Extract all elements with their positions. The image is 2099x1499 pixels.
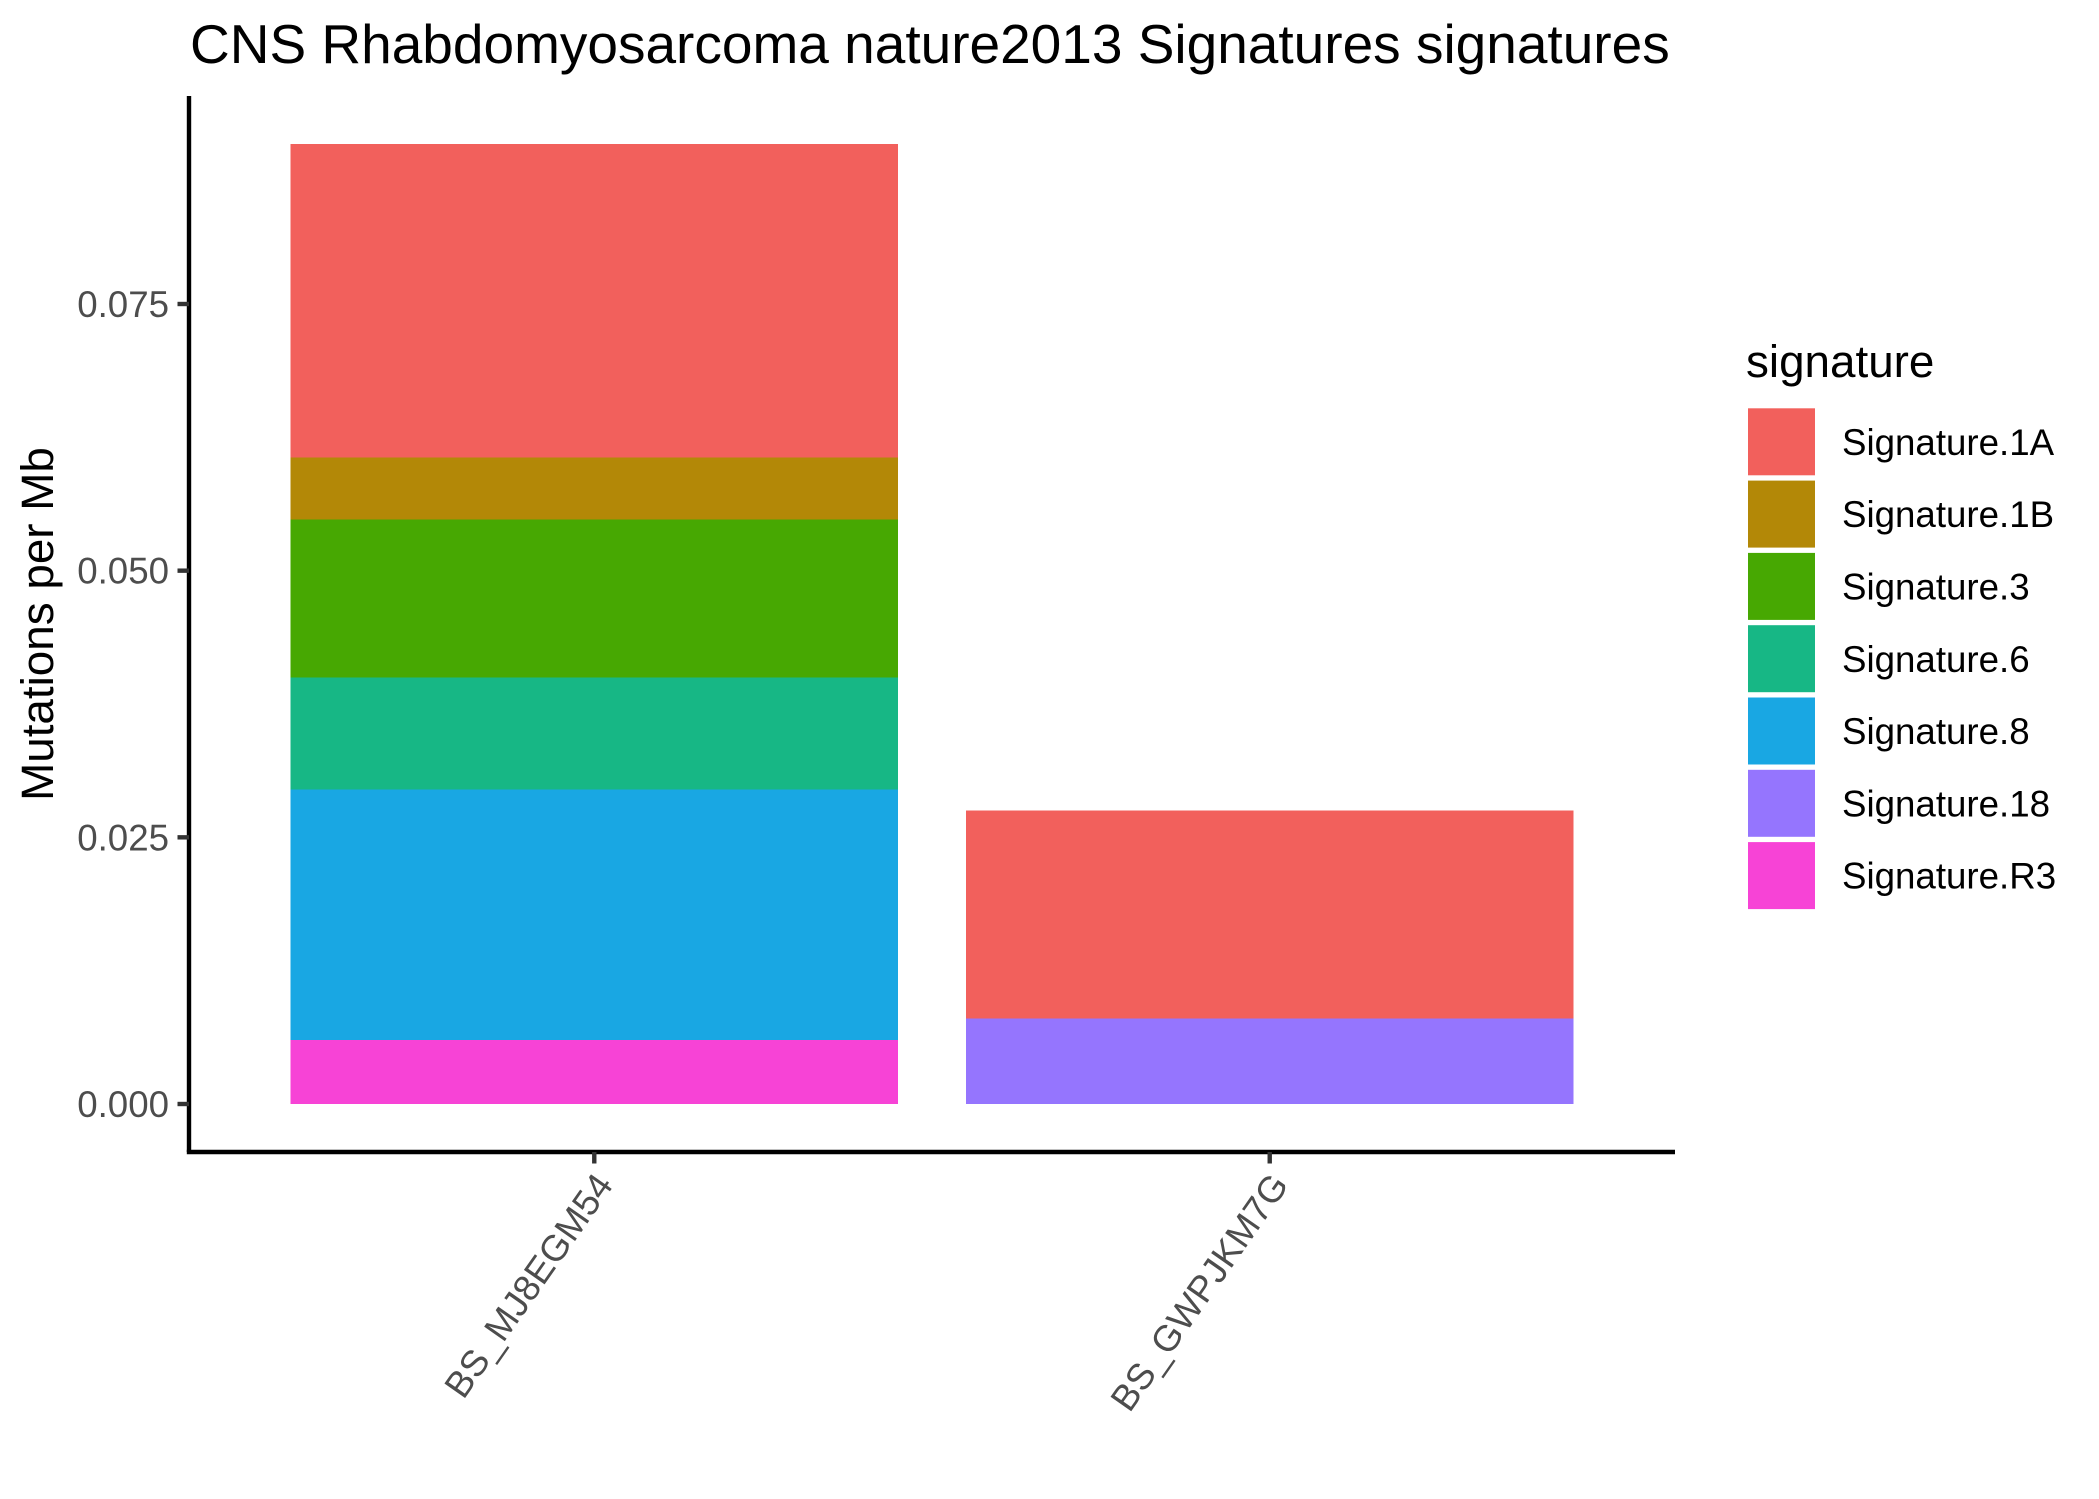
y-tick-label: 0.050 — [77, 551, 169, 592]
legend-label-signature-8: Signature.8 — [1842, 711, 2030, 752]
legend-label-signature-1a: Signature.1A — [1842, 422, 2055, 463]
legend-label-signature-18: Signature.18 — [1842, 783, 2050, 824]
bar-segment-bs-mj8egm54-signature-r3 — [290, 1040, 899, 1104]
legend-title: signature — [1746, 336, 1934, 387]
legend-key-signature-1a — [1748, 408, 1815, 476]
bar-segment-bs-gwpjkm7g-signature-1a — [965, 810, 1574, 1019]
bar-segment-bs-mj8egm54-signature-3 — [290, 519, 899, 678]
legend-label-signature-6: Signature.6 — [1842, 639, 2030, 680]
bar-segment-bs-mj8egm54-signature-8 — [290, 789, 899, 1040]
bar-segment-bs-gwpjkm7g-signature-18 — [965, 1018, 1574, 1104]
chart-title: CNS Rhabdomyosarcoma nature2013 Signatur… — [190, 13, 1670, 75]
legend-label-signature-1b: Signature.1B — [1842, 494, 2054, 535]
legend-label-signature-r3: Signature.R3 — [1842, 856, 2056, 897]
legend-key-signature-6 — [1748, 625, 1815, 693]
legend-label-signature-3: Signature.3 — [1842, 567, 2030, 608]
legend-key-signature-3 — [1748, 552, 1815, 620]
bar-segment-bs-mj8egm54-signature-1a — [290, 144, 899, 458]
y-axis-title: Mutations per Mb — [12, 447, 63, 801]
legend-key-signature-8 — [1748, 697, 1815, 765]
bar-segment-bs-mj8egm54-signature-1b — [290, 457, 899, 520]
bar-segment-bs-mj8egm54-signature-6 — [290, 677, 899, 790]
x-tick-label-bs-mj8egm54: BS_MJ8EGM54 — [436, 1166, 620, 1405]
y-axis-ticks: 0.000 0.025 0.050 0.075 — [77, 284, 189, 1125]
legend-key-signature-18 — [1748, 769, 1815, 837]
legend: signature Signature.1A Signature.1B Signat… — [1746, 336, 2056, 910]
x-axis-ticks: BS_MJ8EGM54 BS_GWPJKM7G — [436, 1152, 1296, 1418]
y-tick-label: 0.075 — [77, 284, 169, 325]
y-tick-label: 0.000 — [77, 1084, 169, 1125]
y-tick-label: 0.025 — [77, 817, 169, 858]
legend-key-signature-1b — [1748, 480, 1815, 548]
legend-key-signature-r3 — [1748, 842, 1815, 910]
x-tick-label-bs-gwpjkm7g: BS_GWPJKM7G — [1102, 1166, 1296, 1418]
bars — [290, 144, 1574, 1104]
